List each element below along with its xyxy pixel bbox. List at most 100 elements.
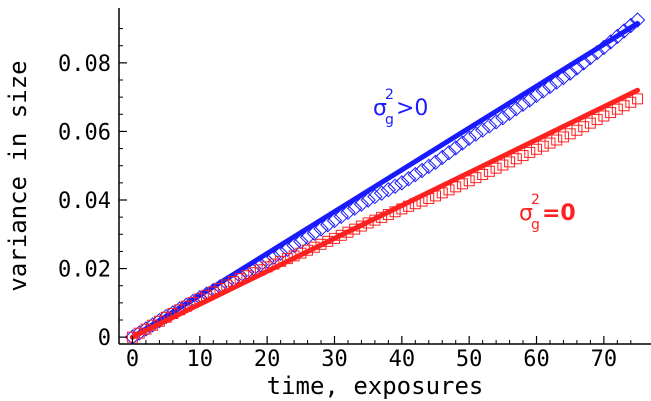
data-point-gt [421, 158, 437, 175]
series-gt [124, 12, 646, 345]
y-tick-label: 0.08 [58, 52, 111, 77]
data-point-eq [517, 150, 529, 162]
data-point-gt [353, 196, 370, 212]
data-point-gt [407, 166, 424, 183]
data-point-gt [360, 192, 376, 208]
series-label-gt-sub: g [385, 112, 394, 128]
data-point-gt [488, 114, 504, 130]
data-point-eq [591, 114, 603, 126]
data-point-eq [497, 159, 509, 171]
data-point-gt [441, 144, 457, 161]
data-point-gt [380, 182, 397, 198]
x-tick-label: 20 [254, 347, 281, 372]
data-point-gt [346, 200, 363, 216]
data-point-gt [515, 96, 531, 113]
series-label-eq-rel: =0 [542, 201, 576, 226]
data-point-eq [551, 134, 563, 146]
data-point-eq [611, 103, 623, 115]
data-point-eq [483, 165, 495, 177]
data-point-gt [299, 229, 316, 246]
data-point-eq [537, 140, 549, 152]
series-label-gt: σ g 2 >0 [373, 87, 428, 128]
data-point-gt [286, 237, 302, 254]
x-tick-label: 70 [591, 347, 618, 372]
x-tick-label: 60 [523, 347, 550, 372]
data-point-eq [625, 96, 637, 108]
series-label-eq: σ g 2 =0 [519, 192, 576, 233]
data-point-gt [448, 140, 464, 156]
data-point-gt [542, 78, 558, 95]
y-tick-label: 0.04 [58, 189, 111, 214]
y-axis-label: variance in size [4, 60, 32, 291]
data-point-gt [454, 135, 471, 151]
data-point-gt [549, 74, 565, 90]
data-point-eq [510, 153, 522, 165]
series-label-gt-main: σ [373, 96, 387, 121]
data-point-gt [495, 110, 511, 126]
data-point-eq [524, 146, 536, 158]
data-point-gt [387, 178, 403, 194]
data-point-eq [477, 168, 489, 180]
data-point-gt [394, 175, 410, 191]
plot-frame [118, 8, 651, 345]
data-point-eq [578, 121, 590, 133]
data-point-gt [468, 126, 484, 142]
series-layer [124, 12, 646, 345]
data-point-gt [535, 83, 551, 99]
data-point-gt [461, 130, 477, 146]
data-point-gt [279, 241, 296, 258]
data-point-gt [367, 188, 383, 205]
series-label-eq-sub: g [531, 217, 540, 233]
data-point-eq [571, 124, 583, 136]
y-tick-label: 0 [98, 326, 111, 351]
series-label-eq-main: σ [519, 201, 533, 226]
x-tick-label: 50 [456, 347, 483, 372]
data-point-eq [463, 175, 475, 187]
series-label-eq-sup: 2 [531, 192, 540, 208]
data-point-gt [481, 118, 498, 134]
data-point-gt [414, 162, 430, 179]
data-point-eq [598, 110, 610, 122]
data-point-eq [531, 143, 543, 155]
data-point-gt [508, 101, 525, 117]
y-tick-label: 0.06 [58, 120, 111, 145]
x-tick-label: 10 [187, 347, 214, 372]
data-point-gt [501, 105, 518, 121]
data-point-gt [320, 217, 336, 233]
data-point-eq [504, 156, 516, 168]
series-eq [126, 87, 644, 343]
data-point-eq [605, 107, 617, 119]
data-point-gt [306, 225, 322, 241]
data-point-gt [629, 12, 646, 28]
data-point-gt [340, 204, 356, 221]
data-point-eq [618, 100, 630, 112]
data-point-gt [427, 154, 444, 170]
data-point-eq [584, 117, 596, 129]
data-point-eq [456, 178, 468, 190]
data-point-gt [528, 87, 545, 104]
data-point-eq [564, 128, 576, 140]
data-point-eq [632, 93, 644, 105]
x-tick-label: 30 [321, 347, 348, 372]
data-point-eq [544, 137, 556, 149]
series-label-gt-sup: 2 [385, 87, 394, 103]
data-point-eq [470, 172, 482, 184]
data-point-gt [474, 122, 491, 138]
data-point-eq [557, 131, 569, 143]
y-tick-label: 0.02 [58, 258, 111, 283]
data-point-gt [373, 185, 390, 201]
fit-line-eq [129, 87, 641, 340]
x-tick-label: 0 [126, 347, 139, 372]
data-point-gt [333, 208, 349, 225]
ticks-layer: 0 10 20 30 40 50 60 70 0 0.02 0.04 0.06 0.08 [58, 28, 632, 372]
data-point-gt [400, 171, 417, 187]
series-label-gt-rel: >0 [396, 96, 428, 121]
x-tick-label: 40 [389, 347, 416, 372]
x-axis-label: time, exposures [267, 372, 484, 400]
data-point-gt [522, 92, 538, 108]
data-point-gt [326, 212, 343, 229]
data-point-eq [490, 162, 502, 174]
data-point-gt [313, 221, 329, 237]
fit-line-gt [129, 20, 641, 340]
